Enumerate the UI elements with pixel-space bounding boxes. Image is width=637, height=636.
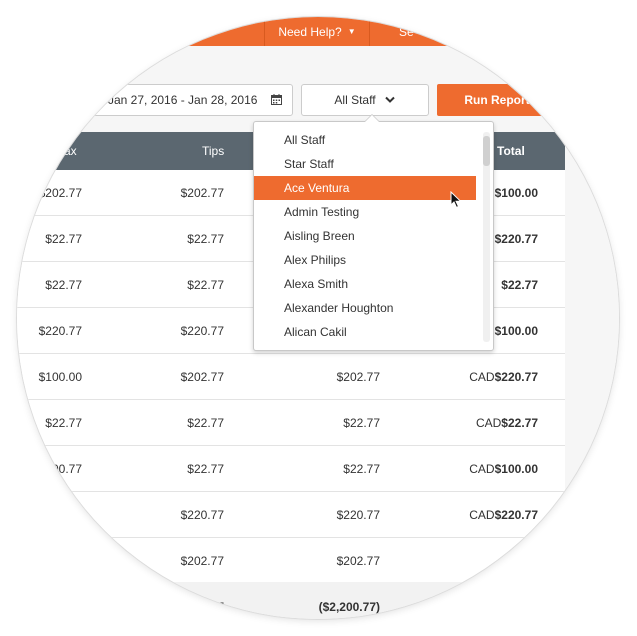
header-tips: Tips [202,144,225,158]
total-value: $2 [524,553,538,568]
need-help-label: Need Help? [278,24,342,39]
header-tax: ax [64,144,77,158]
cell-tax: 00.77 [51,461,82,476]
total-value: $220.77 [494,369,538,384]
screenshot-circle: Need Help? ▼ Se Jan 27, 2016 - Jan 28, 2… [17,17,619,619]
cell-tips: $22.77 [187,461,224,476]
cell-tips: $22.77 [187,415,224,430]
dropdown-item[interactable]: Alexander Houghton [284,301,394,315]
cell-tax: $22.77 [45,231,82,246]
staff-dropdown-menu: All Staff Star Staff Ace Ventura Admin Test… [253,114,494,351]
cell-tips: $22.77 [187,231,224,246]
need-help-menu[interactable]: Need Help? ▼ [264,17,370,46]
nav-item-next[interactable]: Se [399,17,414,46]
cell-tax: $22.77 [45,277,82,292]
dropdown-item[interactable]: Star Staff [284,157,334,171]
cell-tax: $202.77 [38,185,82,200]
dropdown-item[interactable]: All Staff [284,133,326,147]
cell-total: CAD $22.77 [476,400,538,445]
totals-row: 77 ($2,200.77) [17,582,565,619]
nav-item-next-label: Se [399,24,414,39]
dropdown-scrollbar-thumb[interactable] [483,136,490,166]
staff-select-value: All Staff [334,93,376,107]
cell-total: $100.00 [495,170,538,215]
cell-total: CAD $220.77 [469,354,538,399]
cell-tips: $202.77 [180,185,224,200]
cell-tips: $220.77 [180,507,224,522]
dropdown-item[interactable]: Aisling Breen [284,229,355,243]
cell-total: $220.77 [495,216,538,261]
staff-dropdown-list: All Staff Star Staff Ace Ventura Admin Test… [254,128,476,344]
calendar-icon [271,94,282,105]
table-row: $22.77 $22.77 $22.77 CAD $22.77 [17,400,565,446]
run-report-button[interactable]: Run Report [437,84,557,116]
dropdown-item[interactable]: Alican Cakil [284,325,347,339]
dropdown-item[interactable]: Alex Philips [284,253,347,267]
currency-prefix: CAD [469,369,495,384]
run-report-label: Run Report [464,93,530,107]
cell-total: CAD $2 [499,538,538,583]
cell-total: CAD $100.00 [469,446,538,491]
cell-third: $22.77 [343,415,380,430]
dropdown-item[interactable]: Ace Ventura [254,176,476,200]
total-value: $100.00 [494,461,538,476]
page-side-area [565,132,619,619]
chevron-down-icon [384,96,395,103]
currency-prefix: CAD [469,461,495,476]
cell-tips: $220.77 [180,323,224,338]
table-row: $100.00 $202.77 $202.77 CAD $220.77 [17,354,565,400]
cell-tax: $100.00 [38,369,82,384]
top-nav-bar: Need Help? ▼ Se [17,17,619,46]
date-range-picker[interactable]: Jan 27, 2016 - Jan 28, 2016 [77,84,293,116]
total-value: $100.00 [494,185,538,200]
cell-third: $202.77 [336,553,380,568]
cell-total: $22.77 [501,262,538,307]
cell-tips: $22.77 [187,277,224,292]
totals-tips: 77 [210,600,224,614]
currency-prefix: CAD [469,507,495,522]
header-total: Total [497,144,525,158]
total-value: $220.77 [494,231,538,246]
cell-tax: $22.77 [45,415,82,430]
dropdown-scrollbar[interactable] [483,132,490,342]
cell-third: $220.77 [336,507,380,522]
dropdown-item[interactable]: Alexa Smith [284,277,349,291]
table-row: $202.77 $202.77 CAD $2 [17,538,565,584]
cell-total: $100.00 [495,308,538,353]
mouse-cursor-icon [450,191,462,209]
currency-prefix: CAD [475,415,502,430]
dropdown-item[interactable]: Admin Testing [284,205,360,219]
total-value: $22.77 [501,415,538,430]
cell-total: CAD $220.77 [469,492,538,537]
total-value: $22.77 [501,277,538,292]
cell-third: $22.77 [343,461,380,476]
date-range-value: Jan 27, 2016 - Jan 28, 2016 [108,93,258,107]
caret-down-icon: ▼ [347,27,356,36]
total-value: $100.00 [494,323,538,338]
table-row: 00.77 $22.77 $22.77 CAD $100.00 [17,446,565,492]
cell-third: $202.77 [336,369,380,384]
totals-third: ($2,200.77) [318,600,380,614]
cell-tips: $202.77 [180,553,224,568]
staff-select[interactable]: All Staff [301,84,429,116]
cell-tax: $220.77 [38,323,82,338]
cell-tips: $202.77 [180,369,224,384]
currency-prefix: CAD [499,553,525,568]
table-row: $220.77 $220.77 CAD $220.77 [17,492,565,538]
total-value: $220.77 [494,507,538,522]
